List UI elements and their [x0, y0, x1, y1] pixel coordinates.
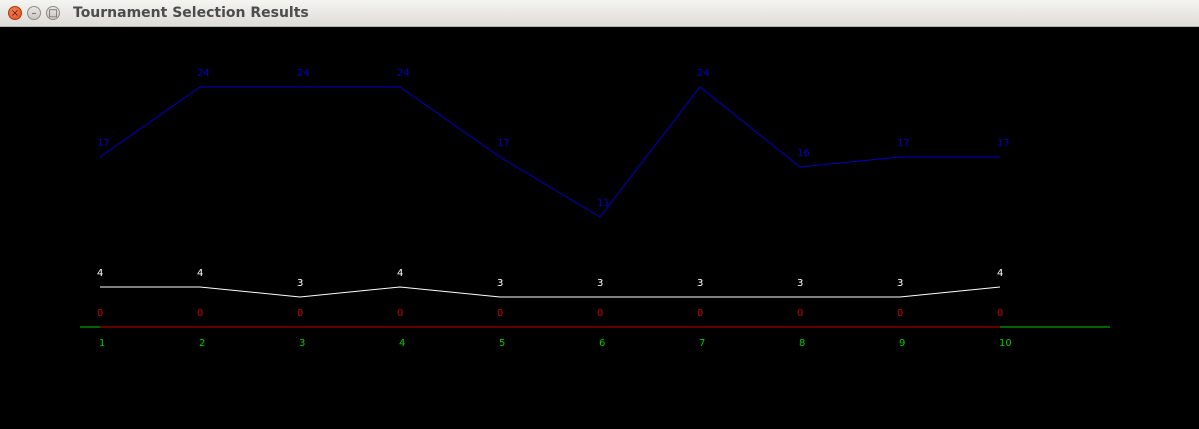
series-3-label-8: 0	[797, 308, 803, 319]
series-1-label-9: 17	[897, 138, 910, 149]
series-3-label-10: 0	[997, 308, 1003, 319]
x-tick-label-8: 8	[799, 338, 805, 349]
x-tick-label-1: 1	[99, 338, 105, 349]
series-1-label-7: 24	[697, 68, 710, 79]
x-tick-label-9: 9	[899, 338, 905, 349]
chart-canvas: 17 24 24 24 17 11 24 16 17 17 4 4 3 4 3 3 3 3 3 4 0 0 0 0 0 0 0 0 0 0…	[0, 27, 1199, 429]
title-bar: × – □ Tournament Selection Results	[0, 0, 1199, 27]
series-3-label-7: 0	[697, 308, 703, 319]
x-tick-label-4: 4	[399, 338, 405, 349]
series-3-label-4: 0	[397, 308, 403, 319]
x-tick-label-10: 10	[999, 338, 1012, 349]
series-2-label-9: 3	[897, 278, 903, 289]
series-2-label-7: 3	[697, 278, 703, 289]
series-3-label-3: 0	[297, 308, 303, 319]
series-1-line	[99, 86, 1000, 218]
series-3-label-2: 0	[197, 308, 203, 319]
series-1-label-10: 17	[997, 138, 1010, 149]
x-tick-label-3: 3	[299, 338, 305, 349]
series-3-label-6: 0	[597, 308, 603, 319]
series-3-label-1: 0	[97, 308, 103, 319]
minimize-icon[interactable]: –	[27, 6, 41, 20]
x-tick-label-2: 2	[199, 338, 205, 349]
series-1-label-4: 24	[397, 68, 410, 79]
series-1-label-8: 16	[797, 148, 810, 159]
series-1-label-2: 24	[197, 68, 210, 79]
series-2-label-1: 4	[97, 268, 103, 279]
series-3-label-9: 0	[897, 308, 903, 319]
x-tick-label-7: 7	[699, 338, 705, 349]
series-2-label-2: 4	[197, 268, 203, 279]
series-1-label-5: 17	[497, 138, 510, 149]
series-1-label-1: 17	[97, 138, 110, 149]
maximize-icon[interactable]: □	[46, 6, 60, 20]
series-1-label-3: 24	[297, 68, 310, 79]
series-2-label-10: 4	[997, 268, 1003, 279]
window-title: Tournament Selection Results	[73, 5, 309, 21]
series-2-label-8: 3	[797, 278, 803, 289]
series-2-label-6: 3	[597, 278, 603, 289]
series-2-label-3: 3	[297, 278, 303, 289]
series-2-label-5: 3	[497, 278, 503, 289]
x-tick-label-6: 6	[599, 338, 605, 349]
series-2-label-4: 4	[397, 268, 403, 279]
x-tick-label-5: 5	[499, 338, 505, 349]
series-1-label-6: 11	[597, 198, 610, 209]
close-icon[interactable]: ×	[8, 6, 22, 20]
series-2-line	[100, 286, 1001, 298]
series-3-label-5: 0	[497, 308, 503, 319]
